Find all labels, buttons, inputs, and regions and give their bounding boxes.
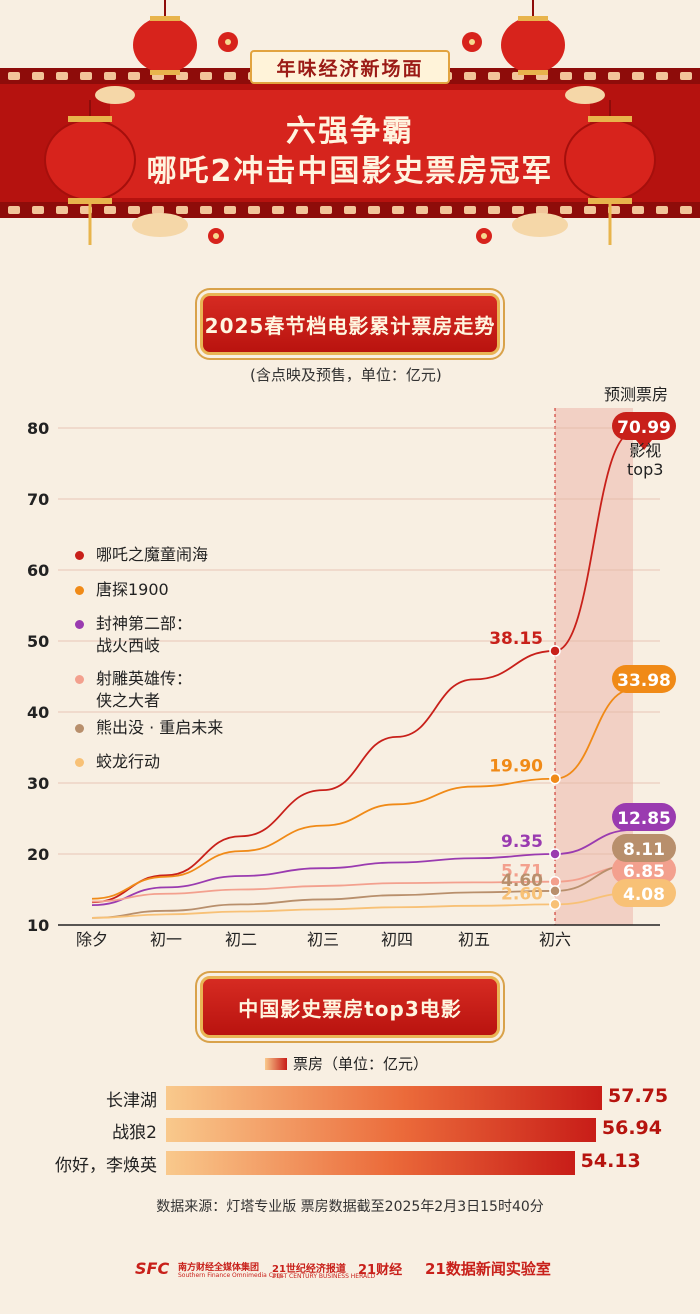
data-source-note: 数据来源：灯塔专业版 票房数据截至2025年2月3日15时40分 <box>156 1199 544 1215</box>
forecast-value: 70.99 <box>617 418 671 438</box>
cloud-icon <box>95 86 605 237</box>
legend-label: 蛟龙行动 <box>96 752 161 771</box>
x-tick-label: 初二 <box>225 930 257 949</box>
line-chart: 10 20 30 40 50 60 70 80 除夕 初一 初二 初三 初四 初五 初六 38.15 19.90… <box>27 408 676 949</box>
forecast-note-line2: top3 <box>627 460 664 479</box>
legend-dot <box>75 724 84 733</box>
bar-value-label: 54.13 <box>580 1150 641 1172</box>
line-chart-title: 2025春节档电影累计票房走势 <box>200 293 500 355</box>
forecast-pill <box>612 665 676 693</box>
sfc-logo: SFC <box>135 1259 170 1278</box>
bar <box>166 1118 596 1142</box>
x-tick-label: 初三 <box>307 930 339 949</box>
forecast-value: 8.11 <box>623 840 665 860</box>
herald-logo-en: 21ST CENTURY BUSINESS HERALD <box>272 1273 376 1280</box>
sfc-logo-name: 南方财经全媒体集团 <box>178 1263 260 1273</box>
y-tick-label: 70 <box>27 490 49 509</box>
data-label: 4.60 <box>501 871 543 891</box>
bar-chart-title: 中国影史票房top3电影 <box>200 976 500 1038</box>
forecast-value: 12.85 <box>617 809 671 829</box>
legend-item: 封神第二部： 战火西岐 <box>75 613 192 657</box>
lantern-icon <box>44 100 136 245</box>
data-lab-logo: 21数据新闻实验室 <box>425 1260 551 1278</box>
lantern-icon <box>564 100 656 245</box>
x-tick-label: 除夕 <box>76 930 108 949</box>
bar <box>166 1151 575 1175</box>
legend-dot <box>75 758 84 767</box>
legend-dot <box>75 675 84 684</box>
legend-item: 哪吒之魔童闹海 <box>75 544 208 566</box>
bar-value-label: 56.94 <box>601 1117 662 1139</box>
data-label: 19.90 <box>489 757 543 777</box>
y-tick-label: 10 <box>27 916 49 935</box>
data-label: 9.35 <box>501 832 543 852</box>
forecast-value: 6.85 <box>623 862 665 882</box>
y-tick-label: 60 <box>27 561 49 580</box>
legend-dot <box>75 586 84 595</box>
legend-dot <box>75 620 84 629</box>
header-tag: 年味经济新场面 <box>250 50 450 84</box>
21caijing-logo: 21财经 <box>358 1263 403 1278</box>
legend-item: 射雕英雄传： 侠之大者 <box>75 668 192 712</box>
bar-legend: 票房（单位：亿元） <box>265 1053 428 1074</box>
header-decoration <box>0 0 700 245</box>
x-tick-label: 初一 <box>150 930 182 949</box>
y-tick-label: 80 <box>27 419 49 438</box>
forecast-label: 预测票房 <box>604 385 669 404</box>
series-point <box>549 848 561 860</box>
lantern-icon <box>501 0 565 75</box>
forecast-pill <box>612 803 676 831</box>
legend-label: 熊出没 · 重启未来 <box>96 718 224 737</box>
y-tick-label: 40 <box>27 703 49 722</box>
forecast-pill <box>612 856 676 884</box>
page-title-line1: 六强争霸 <box>286 114 414 149</box>
sfc-logo-en: Southern Finance Omnimedia Corp. <box>178 1272 285 1279</box>
data-label: 2.60 <box>501 884 543 904</box>
bar-legend-swatch <box>265 1057 287 1070</box>
x-tick-label: 初四 <box>381 930 413 949</box>
legend-dot <box>75 551 84 560</box>
series-line <box>91 431 634 904</box>
forecast-value: 4.08 <box>623 885 665 905</box>
y-tick-label: 50 <box>27 632 49 651</box>
header-banner: 年味经济新场面 六强争霸 哪吒2冲击中国影史票房冠军 <box>0 0 700 255</box>
legend-item: 唐探1900 <box>75 579 169 601</box>
bar-legend-label: 票房（单位：亿元） <box>293 1055 429 1073</box>
legend-item: 熊出没 · 重启未来 <box>75 717 223 739</box>
bar-category-label: 战狼2 <box>112 1123 157 1143</box>
data-label: 38.15 <box>489 629 543 649</box>
x-tick-label: 初六 <box>539 930 571 949</box>
series-point <box>549 898 561 911</box>
bar-category-label: 长津湖 <box>106 1091 157 1111</box>
forecast-value: 33.98 <box>617 671 671 691</box>
bar-category-label: 你好，李焕英 <box>55 1156 157 1176</box>
legend-label: 射雕英雄传： <box>96 669 193 688</box>
legend-label: 战火西岐 <box>96 636 161 655</box>
forecast-pill-pointer <box>636 440 652 450</box>
bar-value-label: 57.75 <box>608 1085 669 1107</box>
page-title-line2: 哪吒2冲击中国影史票房冠军 <box>146 154 554 189</box>
line-chart-unit-note: (含点映及预售，单位：亿元) <box>250 366 442 384</box>
forecast-note: 影视 top3 <box>627 441 663 479</box>
legend-item: 蛟龙行动 <box>75 751 160 773</box>
y-tick-label: 30 <box>27 774 49 793</box>
series-point <box>549 645 561 657</box>
forecast-note-line1: 影视 <box>629 441 662 460</box>
legend-label: 封神第二部： <box>96 614 193 633</box>
forecast-pill <box>612 834 676 862</box>
series-point <box>549 772 561 785</box>
series-point <box>549 885 561 897</box>
legend-label: 哪吒之魔童闹海 <box>96 545 209 564</box>
legend-label: 唐探1900 <box>96 580 169 599</box>
lantern-icon <box>133 0 197 75</box>
legend-label: 侠之大者 <box>96 691 161 710</box>
forecast-pill <box>612 879 676 907</box>
footer-logos: SFC 南方财经全媒体集团 Southern Finance Omnimedia… <box>0 1255 700 1285</box>
y-tick-label: 20 <box>27 845 49 864</box>
forecast-pill <box>612 412 676 440</box>
herald-logo: 21世纪经济报道 <box>272 1264 346 1275</box>
x-tick-label: 初五 <box>458 930 490 949</box>
data-label: 5.71 <box>501 862 543 882</box>
bar <box>166 1086 602 1110</box>
